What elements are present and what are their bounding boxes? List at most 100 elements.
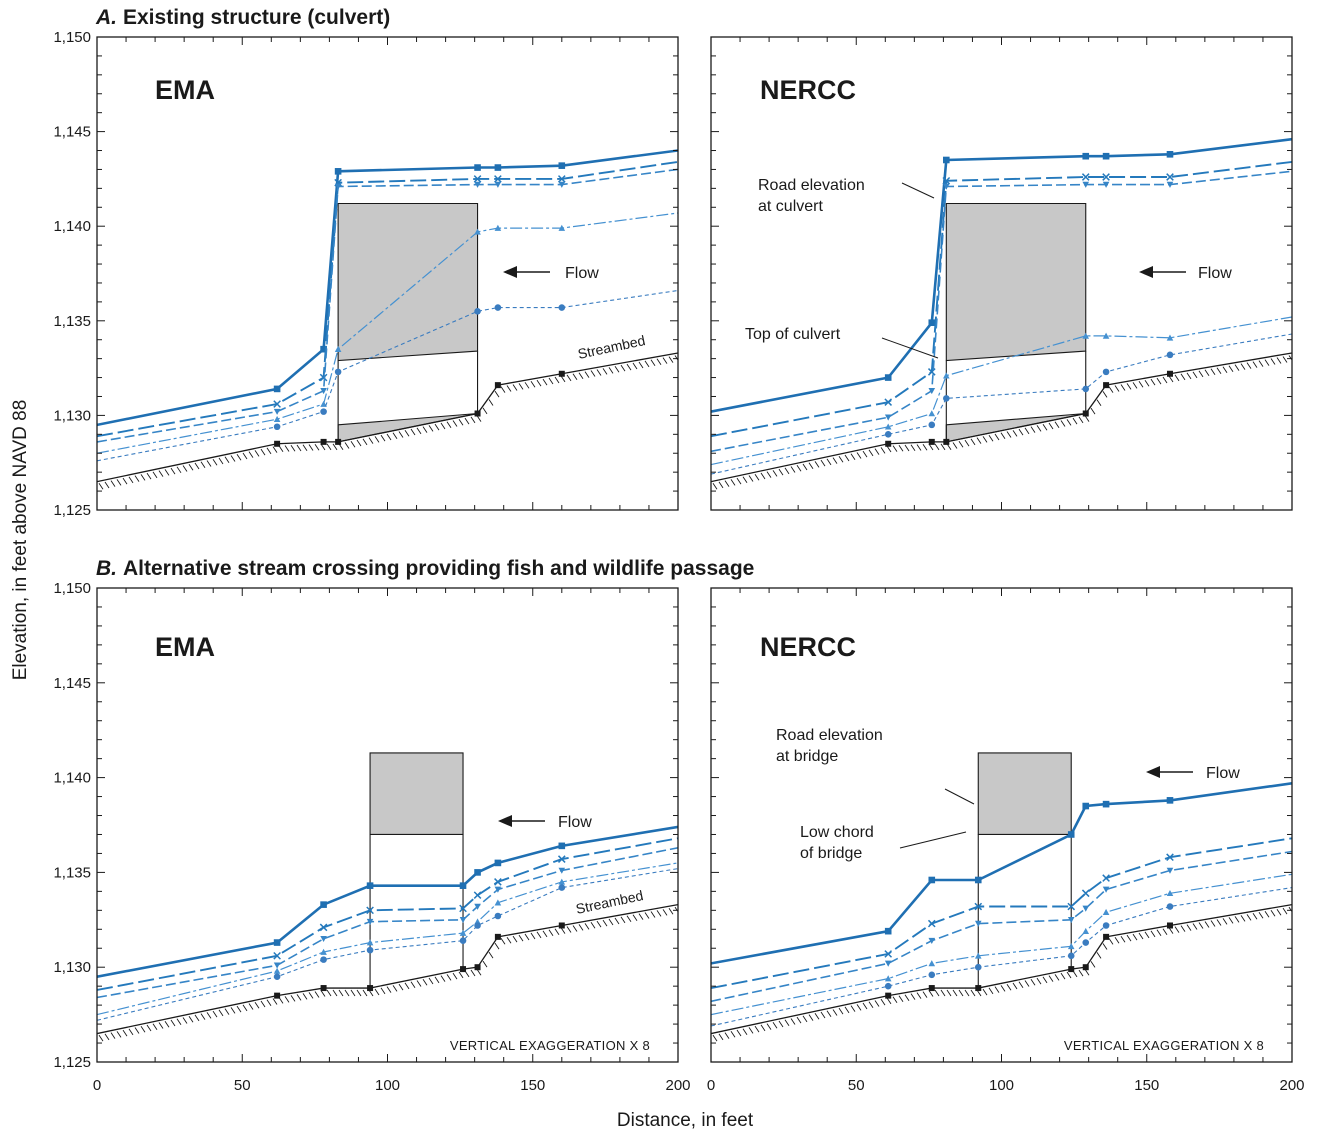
data-point-x: [1166, 853, 1174, 862]
flow-arrow-icon: [1139, 266, 1186, 278]
data-point-square: [928, 876, 936, 884]
data-point-x: [1067, 902, 1076, 911]
cross-section-point: [1103, 382, 1110, 389]
bridge-deck: [977, 752, 1072, 836]
cross-section-point: [460, 966, 467, 973]
panel-a-ema-label: EMA: [155, 75, 215, 105]
data-point-square: [928, 319, 936, 326]
data-point-circle: [558, 884, 566, 891]
data-point-x: [884, 398, 893, 406]
data-point-circle: [273, 423, 281, 431]
water-surface-profile-triangle: [711, 873, 1292, 1016]
streambed-line: [711, 903, 1292, 1035]
streambed-line: [97, 352, 678, 483]
data-point-x: [557, 175, 566, 183]
panel-a-ema-frame: [96, 36, 679, 511]
panel-b-ema-label: EMA: [155, 632, 215, 662]
data-point-x: [974, 902, 983, 911]
data-point-x: [273, 951, 281, 960]
data-point-triangle: [884, 423, 892, 430]
streambed-hatching: [98, 906, 678, 1042]
streambed-line: [97, 903, 678, 1035]
data-point-circle: [1067, 952, 1075, 960]
top-of-culvert-label: Top of culvert: [745, 326, 841, 343]
data-point-triangle: [928, 960, 936, 967]
data-point-square: [459, 882, 467, 889]
data-point-triangle: [1082, 927, 1090, 934]
data-point-x: [319, 373, 328, 382]
data-point-square: [1166, 797, 1174, 804]
streambed-hatching: [712, 355, 1292, 490]
data-point-circle: [558, 304, 566, 311]
section-a-title: A. Existing structure (culvert): [95, 6, 390, 29]
data-point-triangle-down: [273, 962, 281, 969]
y-tick-label: 1,145: [53, 124, 91, 141]
flow-label: Flow: [565, 265, 599, 282]
data-point-triangle-down: [884, 960, 892, 967]
cross-section-point: [1166, 922, 1173, 929]
water-surface-profile-triangle-down: [97, 168, 678, 443]
y-tick-label: 1,125: [53, 1054, 91, 1071]
data-point-triangle-down: [1082, 905, 1090, 912]
cross-section-point: [1068, 966, 1075, 973]
data-point-triangle: [943, 372, 950, 379]
data-point-circle: [884, 431, 892, 438]
cross-section-point: [558, 922, 565, 929]
x-tick-label: 200: [1279, 1077, 1304, 1094]
road-elevation-leader: [901, 182, 935, 199]
data-point-triangle: [320, 948, 327, 955]
flow-label: Flow: [558, 814, 592, 831]
data-point-triangle-down: [974, 920, 982, 927]
data-point-square: [273, 385, 281, 393]
data-point-square: [1067, 831, 1075, 838]
data-point-triangle-down: [928, 388, 936, 395]
data-point-x: [1081, 889, 1090, 898]
data-point-x: [366, 906, 374, 915]
data-point-triangle-down: [1102, 886, 1110, 893]
cross-section-point: [494, 382, 501, 389]
data-point-triangle: [974, 952, 982, 959]
cross-section-point: [474, 964, 481, 971]
y-axis-title: Elevation, in feet above NAVD 88: [10, 400, 31, 681]
data-point-circle: [320, 956, 327, 963]
cross-section-point: [320, 438, 327, 445]
cross-section-point: [474, 410, 481, 417]
data-point-square: [884, 927, 892, 935]
data-point-triangle: [884, 975, 892, 982]
data-point-x: [1102, 173, 1110, 181]
water-surface-profile-triangle-down: [711, 850, 1292, 1003]
data-point-triangle-down: [320, 388, 327, 395]
data-point-triangle: [273, 415, 281, 422]
cross-section-point: [494, 933, 501, 940]
data-point-x: [884, 950, 893, 958]
data-point-circle: [494, 304, 502, 311]
bridge-deck: [369, 752, 464, 836]
x-tick-label: 50: [234, 1077, 251, 1094]
data-point-square: [1082, 152, 1090, 160]
data-point-square: [474, 869, 481, 876]
data-point-square: [1082, 802, 1090, 810]
cross-section-point: [1166, 370, 1173, 377]
data-point-triangle-down: [928, 937, 936, 944]
x-tick-label: 0: [93, 1077, 101, 1094]
data-point-triangle-down: [1082, 181, 1090, 188]
data-point-triangle-down: [1166, 867, 1174, 874]
y-tick-label: 1,130: [53, 407, 91, 424]
data-point-circle: [1166, 903, 1174, 910]
data-point-x: [1081, 173, 1090, 181]
x-tick-label: 0: [707, 1077, 715, 1094]
cross-section-point: [885, 992, 892, 999]
data-point-triangle: [474, 228, 481, 235]
data-point-circle: [334, 368, 342, 376]
data-point-triangle: [494, 899, 502, 906]
data-point-circle: [1102, 368, 1110, 376]
panel-b-nercc-label: NERCC: [760, 632, 856, 662]
flow-label: Flow: [1206, 765, 1240, 782]
data-point-triangle: [558, 878, 566, 885]
cross-section-point: [335, 438, 342, 445]
data-point-circle: [474, 922, 481, 929]
data-point-x: [1166, 173, 1174, 181]
data-point-triangle-down: [474, 903, 481, 910]
data-point-circle: [1082, 939, 1090, 946]
